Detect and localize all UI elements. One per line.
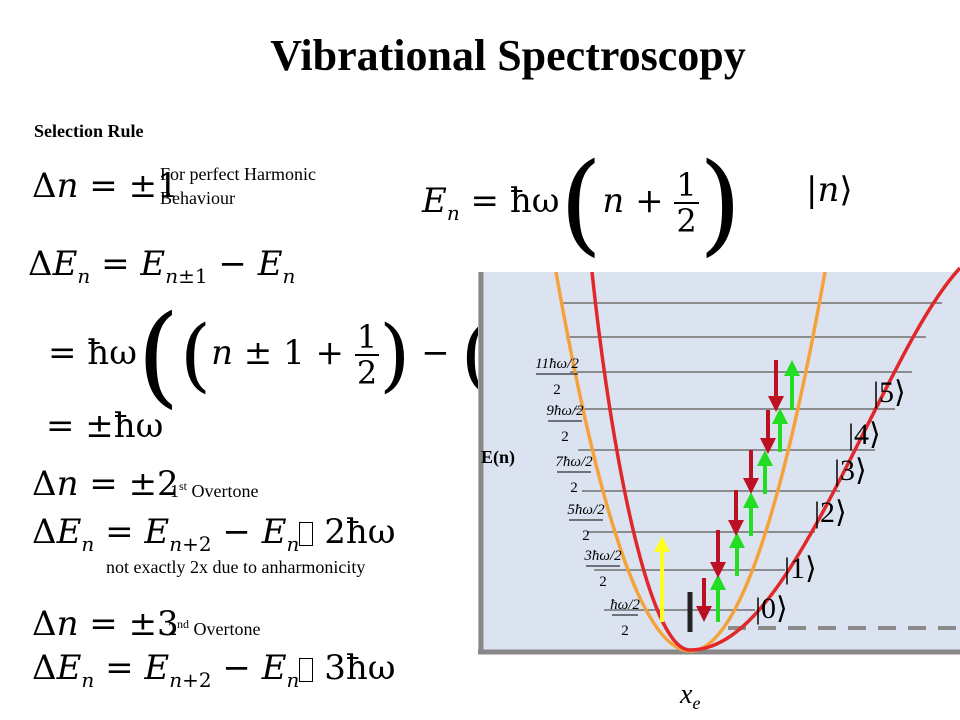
anharmonic-curve xyxy=(590,266,960,652)
down-arrow-0-head xyxy=(696,606,712,622)
harmonic-note-line1: For perfect Harmonic xyxy=(160,164,316,184)
overtone2-sup: nd xyxy=(177,617,189,631)
delta-e-result: = ±ħω xyxy=(46,406,164,446)
down-arrow-2-head xyxy=(728,520,744,536)
down-arrow-3-head xyxy=(743,478,759,494)
up-arrow-5-head xyxy=(784,360,800,376)
energy-labels: ħω/2 2 3ħω/2 2 5ħω/2 2 7ħω/2 2 9ħω/2 2 1… xyxy=(535,356,640,639)
page-title: Vibrational Spectroscopy xyxy=(270,31,746,80)
transition-arrows xyxy=(654,360,800,622)
selection-rule-label: Selection Rule xyxy=(34,121,144,141)
energy-label-0: ħω/2 xyxy=(610,597,640,613)
svg-text:2: 2 xyxy=(561,429,569,445)
svg-text:2: 2 xyxy=(570,480,578,496)
harmonic-note: For perfect Harmonic Behaviour xyxy=(160,162,316,210)
rule-delta-n-2: Δn = ±2 xyxy=(32,464,179,504)
overtone2-num: 2 xyxy=(168,619,177,639)
overtone2-label: 2nd Overtone xyxy=(168,612,260,641)
ket-labels: |0⟩ |1⟩ |2⟩ |3⟩ |4⟩ |5⟩ xyxy=(755,376,906,625)
energy-equation: En = ħω(n + 1 2) xyxy=(422,139,742,267)
overtone1-text: Overtone xyxy=(187,481,259,501)
ket-label-5: |5⟩ xyxy=(873,376,906,409)
energy-label-2: 5ħω/2 xyxy=(567,502,605,518)
up-arrow-3-head xyxy=(757,450,773,466)
anharmonic-note: not exactly 2x due to anharmonicity xyxy=(106,557,366,577)
overtone1-label: 1st Overtone xyxy=(170,474,259,503)
ket-n: |n⟩ xyxy=(806,170,853,210)
delta-e-equation: ΔEn = En±1 − En xyxy=(28,244,296,288)
energy-label-5: 11ħω/2 xyxy=(535,356,579,372)
overtone1-num: 1 xyxy=(170,481,179,501)
harmonic-note-line2: Behaviour xyxy=(160,188,235,208)
rule-delta-n-1: Δn = ±1 xyxy=(32,166,179,206)
up-arrow-1-head xyxy=(729,532,745,548)
down-arrow-5-head xyxy=(768,396,784,412)
y-axis-label: E(n) xyxy=(481,447,515,468)
overtone-arrow-head xyxy=(654,536,670,552)
overtone1-energy: ΔEn = En+2 − En 2ħω xyxy=(32,512,396,556)
overtone2-energy: ΔEn = En+2 − En 3ħω xyxy=(32,648,396,692)
ket-label-0: |0⟩ xyxy=(755,592,788,625)
energy-label-3: 7ħω/2 xyxy=(555,454,593,470)
ket-label-4: |4⟩ xyxy=(848,418,881,451)
overtone2-text: Overtone xyxy=(189,619,261,639)
svg-text:2: 2 xyxy=(582,528,590,544)
energy-label-1: 3ħω/2 xyxy=(583,548,622,564)
up-arrow-4-head xyxy=(772,408,788,424)
energy-label-4: 9ħω/2 xyxy=(546,403,584,419)
energy-levels xyxy=(562,302,942,611)
rule-delta-n-3: Δn = ±3 xyxy=(32,604,179,644)
down-arrow-4-head xyxy=(760,438,776,454)
ket-label-2: |2⟩ xyxy=(814,496,847,529)
up-arrow-2-head xyxy=(743,492,759,508)
svg-text:2: 2 xyxy=(621,623,629,639)
svg-text:2: 2 xyxy=(553,382,561,398)
ket-label-1: |1⟩ xyxy=(784,552,817,585)
up-arrow-0-head xyxy=(710,574,726,590)
ket-label-3: |3⟩ xyxy=(834,454,867,487)
x-axis-label: xe xyxy=(679,679,700,713)
overtone1-sup: st xyxy=(179,479,188,493)
svg-text:2: 2 xyxy=(599,574,607,590)
down-arrow-1-head xyxy=(710,562,726,578)
